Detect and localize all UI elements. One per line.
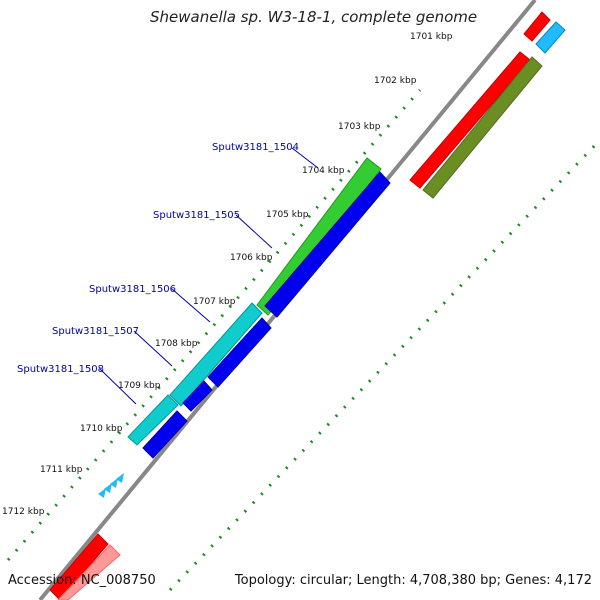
gene-pink-outer-bottom[interactable]: [57, 544, 121, 600]
kbp-label-1708: 1708 kbp: [155, 339, 198, 349]
small-feature-arrows[interactable]: [98, 473, 124, 498]
kbp-label-1711: 1711 kbp: [40, 465, 83, 475]
gene-red-outer-1[interactable]: [409, 51, 531, 189]
gene-sputw3181-1506[interactable]: [169, 302, 263, 407]
gene-sputw3181-1504[interactable]: [256, 157, 382, 316]
kbp-label-1704: 1704 kbp: [302, 166, 345, 176]
gene-olive-outer[interactable]: [422, 56, 543, 199]
map-title: Shewanella sp. W3-18-1, complete genome: [150, 8, 478, 26]
accession-label: Accession: NC_008750: [8, 573, 156, 588]
kbp-label-1709: 1709 kbp: [118, 381, 161, 391]
kbp-label-1710: 1710 kbp: [80, 424, 123, 434]
gene-red-outer-top[interactable]: [523, 11, 551, 42]
leader-line-1507: [133, 330, 173, 367]
leader-line-1504: [291, 147, 319, 169]
leader-line-1505: [235, 214, 273, 249]
gene-label-1506[interactable]: Sputw3181_1506: [89, 284, 176, 295]
kbp-label-1706: 1706 kbp: [230, 253, 273, 263]
gene-red-outer-bottom[interactable]: [49, 533, 109, 600]
gene-sputw3181-1508[interactable]: [142, 410, 188, 459]
kbp-label-1703: 1703 kbp: [338, 122, 381, 132]
leader-line-1506: [171, 288, 211, 323]
kbp-label-1702: 1702 kbp: [374, 76, 417, 86]
gene-label-1508[interactable]: Sputw3181_1508: [17, 364, 104, 375]
gene-lightblue-outer-top[interactable]: [535, 21, 566, 54]
tick-row-inner: [6, 89, 422, 561]
leader-line-1508: [99, 368, 137, 405]
gene-sputw3181-1506-rev[interactable]: [207, 317, 272, 388]
kbp-label-1712: 1712 kbp: [2, 507, 45, 517]
gene-sputw3181-1507-rev[interactable]: [182, 380, 213, 412]
kbp-label-1707: 1707 kbp: [193, 297, 236, 307]
kbp-label-1705: 1705 kbp: [266, 210, 309, 220]
gene-sputw3181-1505[interactable]: [264, 171, 391, 318]
gene-label-1504[interactable]: Sputw3181_1504: [212, 142, 299, 153]
topology-summary: Topology: circular; Length: 4,708,380 bp…: [234, 573, 592, 588]
gene-sputw3181-1507[interactable]: [127, 394, 179, 446]
gene-label-1505[interactable]: Sputw3181_1505: [153, 210, 240, 221]
gene-label-1507[interactable]: Sputw3181_1507: [52, 326, 139, 337]
kbp-label-1701: 1701 kbp: [410, 32, 453, 42]
